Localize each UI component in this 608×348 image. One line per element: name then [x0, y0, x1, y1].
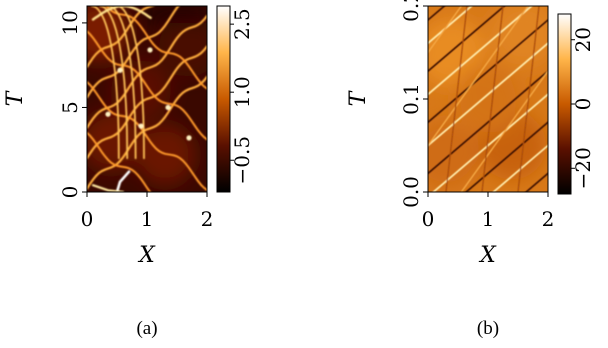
- stripe: [428, 6, 474, 45]
- stripe: [428, 6, 506, 72]
- colorbar-tick-label: 0: [571, 98, 595, 111]
- panel-b-caption: (b): [477, 318, 499, 339]
- panel-b-colorbar-ticks: −20 0 20: [571, 27, 595, 189]
- ridge: [87, 30, 207, 141]
- y-tick-label: 0.1: [399, 83, 423, 115]
- colorbar-tick-label: −0.5: [230, 136, 254, 185]
- y-tick-label: 0: [58, 186, 82, 199]
- ridge-peak: [138, 123, 144, 129]
- colorbar-tick-label: 1.0: [230, 76, 254, 108]
- stripe: [464, 121, 548, 192]
- ridge-peak: [105, 111, 111, 117]
- ridge: [87, 45, 207, 160]
- y-tick-label: 10: [58, 10, 82, 35]
- panel-b-heatmap: 0 1 2 0.0 0.1 0.2 X T −20 0 20 (b): [346, 0, 595, 339]
- y-tick-label: 0.0: [399, 176, 423, 208]
- y-tick-label: 0.2: [399, 0, 423, 22]
- ridge: [90, 6, 120, 160]
- ridge: [87, 6, 180, 99]
- stripe: [492, 144, 548, 192]
- panel-a-y-ticks: 0 5 10: [58, 10, 87, 198]
- ridge: [87, 6, 155, 68]
- ridge: [87, 75, 207, 190]
- stripe: [428, 6, 463, 54]
- background-blob: [159, 16, 207, 77]
- ridge: [91, 184, 125, 192]
- ridge: [107, 6, 137, 160]
- ridge-peak: [186, 135, 192, 141]
- ridge: [116, 6, 145, 160]
- ridge: [87, 131, 152, 192]
- panel-a-ylabel: T: [3, 89, 28, 106]
- stripe: [428, 6, 534, 96]
- ridge: [115, 170, 131, 192]
- panel-a-colorbar: [217, 6, 230, 192]
- colorbar-tick-label: 2.5: [230, 8, 254, 40]
- panel-b-xlabel: X: [478, 243, 497, 268]
- ridge: [87, 81, 207, 192]
- panel-a-heatmap: 0 1 2 0 5 10 X T −0.5 1.0 2.5 (a): [3, 5, 254, 339]
- panel-b-ylabel: T: [346, 89, 371, 106]
- ridge: [91, 6, 152, 21]
- stripe: [517, 6, 540, 192]
- panel-a-colorbar-ticks: −0.5 1.0 2.5: [230, 8, 254, 185]
- panel-b-x-ticks: 0 1 2: [422, 192, 555, 231]
- stripe: [524, 172, 548, 192]
- x-tick-label: 0: [422, 207, 435, 231]
- stripe: [481, 6, 504, 192]
- background-blob: [428, 120, 480, 189]
- panel-b-colorbar: [558, 14, 571, 194]
- stripe: [428, 42, 548, 147]
- panel-a-colorbar-frame: [216, 5, 231, 193]
- ridge-peak: [117, 67, 123, 73]
- ridge-peak: [147, 47, 153, 53]
- ridge-peak: [165, 104, 171, 111]
- stripe: [445, 6, 468, 192]
- x-tick-label: 0: [81, 207, 94, 231]
- stripe: [428, 19, 548, 124]
- panel-a-x-ticks: 0 1 2: [81, 192, 214, 231]
- x-tick-label: 2: [542, 207, 555, 231]
- stripe: [428, 70, 548, 175]
- panel-a-caption: (a): [136, 318, 157, 339]
- panel-a-xlabel: X: [137, 243, 156, 268]
- x-tick-label: 1: [141, 207, 154, 231]
- x-tick-label: 2: [201, 207, 214, 231]
- colorbar-tick-label: −20: [571, 147, 595, 189]
- x-tick-label: 1: [482, 207, 495, 231]
- background-blob: [454, 65, 522, 133]
- background-dark-band: [144, 6, 207, 23]
- ridge: [105, 6, 207, 90]
- y-tick-label: 5: [58, 101, 82, 114]
- panel-b-y-ticks: 0.0 0.1 0.2: [399, 0, 428, 208]
- colorbar-tick-label: 20: [571, 27, 595, 52]
